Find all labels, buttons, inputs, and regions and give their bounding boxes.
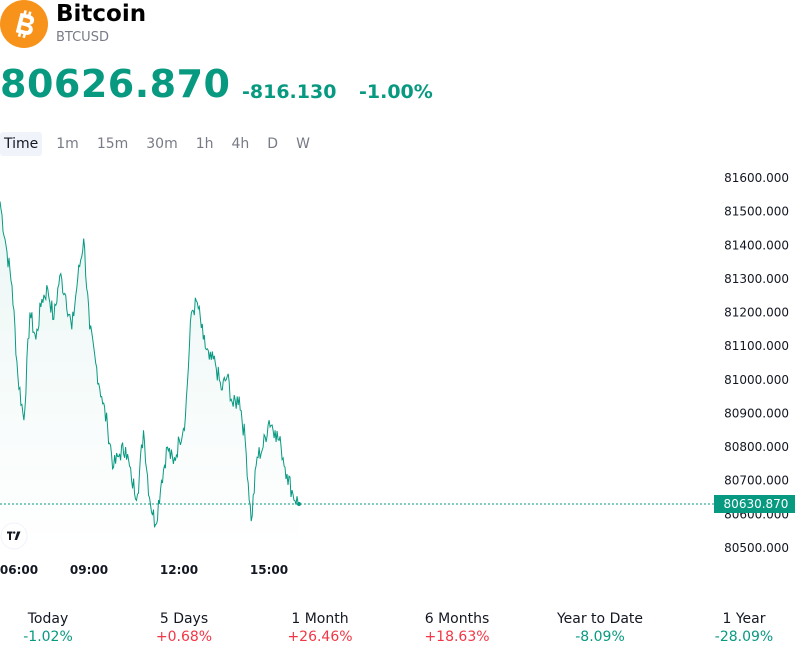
asset-header: Bitcoin BTCUSD — [0, 0, 400, 50]
performance-label: 5 Days — [159, 611, 209, 627]
performance-year-to-date[interactable]: Year to Date -8.09% — [545, 610, 655, 646]
asset-ticker: BTCUSD — [56, 30, 109, 45]
performance-today[interactable]: Today -1.02% — [0, 610, 103, 646]
price-series-line — [0, 201, 300, 528]
y-axis-tick-label: 81100.000 — [724, 339, 789, 353]
performance-value: -28.09% — [714, 629, 774, 645]
price-series-area — [0, 201, 299, 548]
interval-tab-1m[interactable]: 1m — [56, 136, 79, 152]
interval-tab-1h[interactable]: 1h — [195, 136, 214, 152]
y-axis-tick-label: 81600.000 — [724, 171, 789, 185]
last-price-label-bg — [714, 495, 795, 513]
performance-5-days[interactable]: 5 Days +0.68% — [129, 610, 239, 646]
interval-tab-w[interactable]: W — [296, 136, 310, 152]
performance-label: Year to Date — [556, 611, 644, 627]
bitcoin-logo-icon — [0, 0, 48, 48]
price-change-percent: -1.00% — [359, 81, 433, 103]
performance-6-months[interactable]: 6 Months +18.63% — [402, 610, 512, 646]
performance-value: +18.63% — [424, 629, 490, 645]
price-change: -816.130 — [242, 81, 337, 103]
y-axis-tick-label: 81000.000 — [724, 373, 789, 387]
asset-name: Bitcoin — [56, 1, 147, 27]
x-axis-tick-label: 06:00 — [0, 563, 38, 577]
interval-tab-4h[interactable]: 4h — [231, 136, 250, 152]
performance-label: Today — [27, 611, 69, 627]
performance-bar: Today -1.02% 5 Days +0.68% 1 Month +26.4… — [0, 610, 800, 650]
x-axis-tick-label: 15:00 — [250, 563, 288, 577]
performance-value: +26.46% — [287, 629, 353, 645]
x-axis-tick-label: 12:00 — [160, 563, 198, 577]
y-axis-tick-label: 80700.000 — [724, 474, 789, 488]
interval-tab-time[interactable]: Time — [0, 132, 43, 156]
quote-row: 80626.870 -816.130 -1.00% — [0, 62, 600, 110]
interval-tab-15m[interactable]: 15m — [96, 136, 129, 152]
y-axis-tick-label: 80900.000 — [724, 407, 789, 421]
y-axis-tick-label: 81200.000 — [724, 306, 789, 320]
last-price-point — [297, 502, 301, 506]
interval-tabs: Time 1m 15m 30m 1h 4h D W — [0, 132, 319, 156]
performance-1-year[interactable]: 1 Year -28.09% — [689, 610, 799, 646]
performance-1-month[interactable]: 1 Month +26.46% — [265, 610, 375, 646]
y-axis-tick-label: 80800.000 — [724, 440, 789, 454]
performance-label: 6 Months — [424, 611, 490, 627]
y-axis-tick-label: 81300.000 — [724, 272, 789, 286]
y-axis-tick-label: 81400.000 — [724, 238, 789, 252]
y-axis-tick-label: 81500.000 — [724, 205, 789, 219]
performance-value: -8.09% — [575, 629, 625, 645]
performance-label: 1 Year — [722, 611, 766, 627]
performance-label: 1 Month — [291, 611, 349, 627]
tradingview-logo-icon[interactable] — [0, 522, 28, 550]
interval-tab-d[interactable]: D — [267, 136, 279, 152]
price-chart[interactable]: 81600.000 81500.000 81400.000 81300.000 8120… — [0, 160, 800, 590]
x-axis-tick-label: 09:00 — [70, 563, 108, 577]
interval-tab-30m[interactable]: 30m — [146, 136, 178, 152]
last-price: 80626.870 — [0, 62, 231, 106]
last-price-label: 80630.870 — [724, 497, 789, 511]
performance-value: -1.02% — [23, 629, 73, 645]
performance-value: +0.68% — [155, 629, 213, 645]
y-axis-tick-label: 80500.000 — [724, 541, 789, 555]
